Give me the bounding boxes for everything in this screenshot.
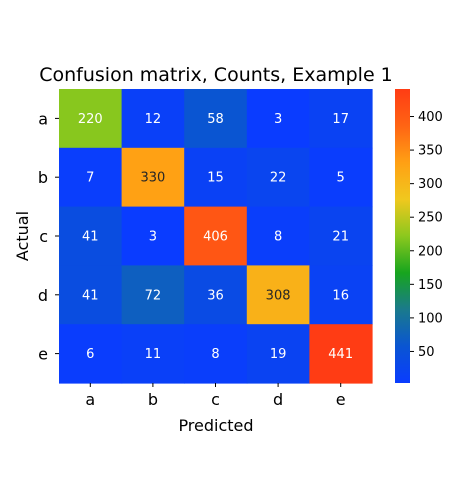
colorbar-tick-label: 350 (418, 144, 443, 159)
heatmap-cell-b-a (59, 147, 123, 208)
cell-annotation: 11 (145, 347, 162, 362)
cell-annotation: 12 (145, 112, 162, 127)
x-tick-label: d (273, 390, 283, 409)
heatmap-cells (59, 89, 373, 384)
cell-annotation: 330 (140, 171, 165, 186)
y-tick-label: c (39, 227, 48, 246)
cell-annotation: 8 (274, 230, 282, 245)
cell-annotation: 406 (203, 230, 228, 245)
colorbar-ticks: 50 100 150 200 250 300 350 400 (410, 110, 443, 360)
cell-annotation: 7 (86, 171, 94, 186)
heatmap-cell-a-e (309, 89, 373, 149)
cell-annotation: 19 (270, 347, 287, 362)
cell-annotation: 36 (207, 288, 224, 303)
x-tick-label: b (148, 390, 158, 409)
cell-annotation: 41 (82, 230, 99, 245)
y-tick-label: b (38, 168, 48, 187)
y-tick-label: e (38, 345, 48, 364)
heatmap-cell-b-e (309, 147, 373, 208)
heatmap-cell-c-c (184, 206, 248, 266)
heatmap-cell-a-b (121, 89, 185, 149)
x-tick-label: c (211, 390, 220, 409)
cell-annotation: 3 (274, 112, 282, 127)
heatmap-cell-c-e (309, 206, 373, 266)
heatmap-cell-a-d (246, 89, 310, 149)
chart-title: Confusion matrix, Counts, Example 1 (39, 64, 393, 86)
colorbar-tick-label: 200 (418, 244, 443, 259)
x-tick-label: a (85, 390, 95, 409)
heatmap-cell-d-c (184, 265, 248, 325)
cell-annotation: 15 (207, 171, 224, 186)
heatmap-cell-e-e (309, 324, 373, 384)
heatmap-cell-c-b (121, 206, 185, 266)
cell-annotation: 441 (328, 347, 353, 362)
cell-annotation: 16 (332, 288, 349, 303)
colorbar (395, 89, 410, 383)
cell-annotation: 8 (211, 347, 219, 362)
y-axis-ticks: a b c d e (38, 109, 59, 364)
colorbar-tick-label: 150 (418, 278, 443, 293)
colorbar-tick-label: 400 (418, 110, 443, 125)
cell-annotation: 220 (78, 112, 103, 127)
cell-annotation: 5 (337, 171, 345, 186)
heatmap-cell-e-c (184, 324, 248, 384)
y-tick-label: a (38, 109, 48, 128)
cell-annotation: 17 (332, 112, 349, 127)
x-axis-ticks: a b c d e (85, 383, 346, 409)
colorbar-tick-label: 50 (418, 345, 435, 360)
cell-annotation: 22 (270, 171, 287, 186)
cell-annotation: 308 (266, 288, 291, 303)
cell-annotation: 72 (145, 288, 162, 303)
heatmap-cell-c-d (246, 206, 310, 266)
x-tick-label: e (336, 390, 346, 409)
heatmap-cell-e-d (246, 324, 310, 384)
cell-annotation: 21 (332, 230, 349, 245)
heatmap-cell-d-e (309, 265, 373, 325)
heatmap-cell-d-d (246, 265, 310, 325)
heatmap-cell-b-c (184, 147, 248, 208)
cell-annotation: 41 (82, 288, 99, 303)
heatmap-cell-b-b (121, 147, 185, 208)
heatmap-cell-e-b (121, 324, 185, 384)
colorbar-tick-label: 100 (418, 311, 443, 326)
heatmap-cell-a-c (184, 89, 248, 149)
cell-annotation: 3 (149, 230, 157, 245)
heatmap-cell-c-a (59, 206, 123, 266)
cell-annotation: 58 (207, 112, 224, 127)
cell-annotations: 220 12 58 3 17 7 330 15 22 5 41 3 406 8 21 41 72 36 308 16 6… (78, 112, 353, 362)
colorbar-tick-label: 300 (418, 177, 443, 192)
x-axis-label: Predicted (178, 416, 253, 435)
heatmap-cell-d-b (121, 265, 185, 325)
heatmap-cell-b-d (246, 147, 310, 208)
heatmap-cell-a-a (59, 89, 123, 149)
y-axis-label: Actual (13, 211, 32, 261)
cell-annotation: 6 (86, 347, 94, 362)
y-tick-label: d (38, 286, 48, 305)
heatmap-cell-d-a (59, 265, 123, 325)
colorbar-tick-label: 250 (418, 211, 443, 226)
heatmap-cell-e-a (59, 324, 123, 384)
